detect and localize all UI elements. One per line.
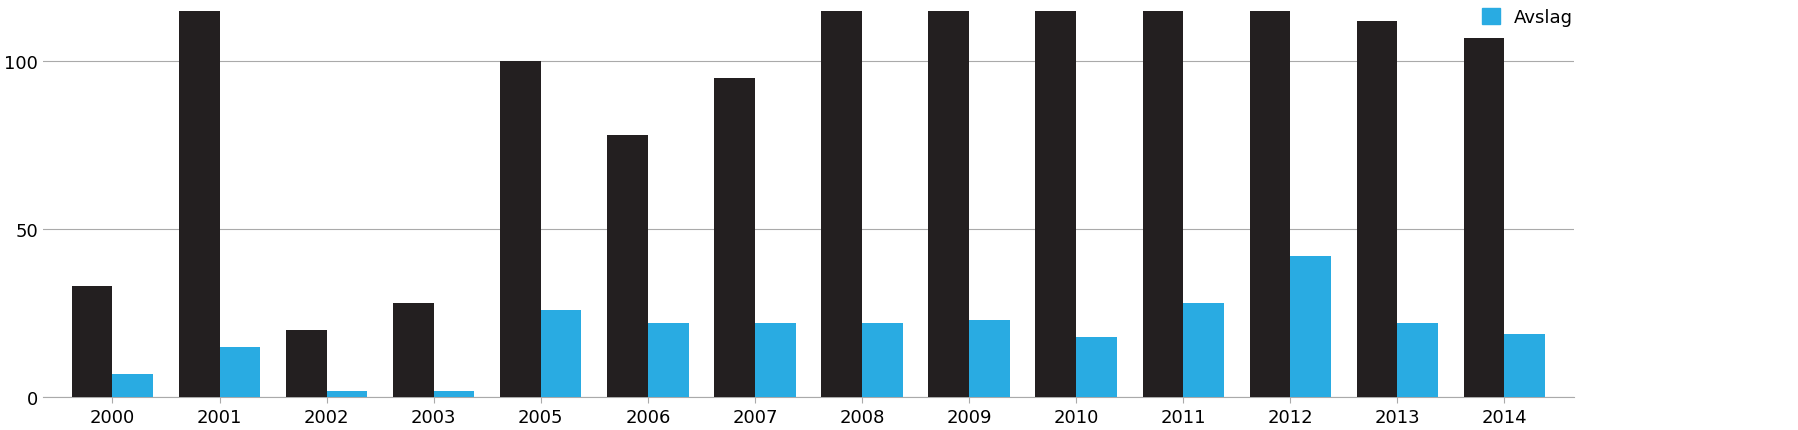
Bar <box>1464 39 1503 397</box>
Bar <box>1250 0 1289 397</box>
Bar <box>647 324 689 397</box>
Bar <box>1075 337 1117 397</box>
Bar <box>433 391 475 397</box>
Bar <box>1503 334 1544 397</box>
Bar <box>113 374 153 397</box>
Bar <box>500 62 541 397</box>
Bar <box>861 324 903 397</box>
Bar <box>327 391 367 397</box>
Legend: Avslag: Avslag <box>1474 1 1579 34</box>
Bar <box>928 0 969 397</box>
Bar <box>1397 324 1437 397</box>
Bar <box>969 320 1009 397</box>
Bar <box>219 347 261 397</box>
Bar <box>1142 0 1183 397</box>
Bar <box>1356 22 1397 397</box>
Bar <box>286 330 327 397</box>
Bar <box>1289 257 1331 397</box>
Bar <box>72 287 113 397</box>
Bar <box>1183 304 1223 397</box>
Bar <box>178 0 219 397</box>
Bar <box>608 136 647 397</box>
Bar <box>392 304 433 397</box>
Bar <box>1036 0 1075 397</box>
Bar <box>755 324 795 397</box>
Bar <box>541 310 581 397</box>
Bar <box>714 79 755 397</box>
Bar <box>822 0 861 397</box>
